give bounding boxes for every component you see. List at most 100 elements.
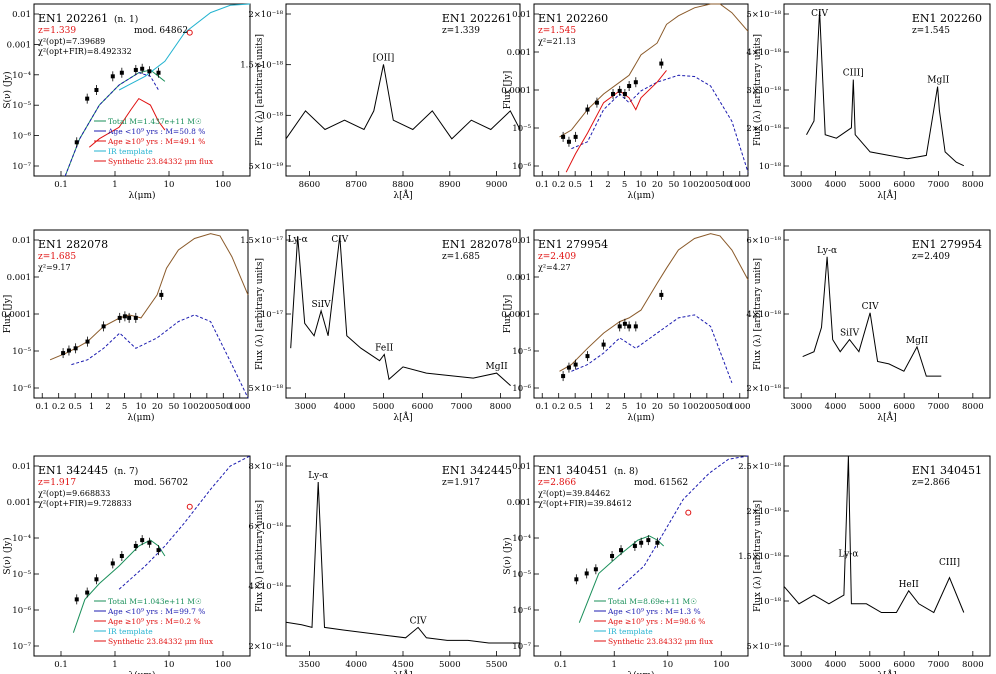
line-label: CIV (331, 235, 348, 245)
x-tick-label: 6000 (893, 180, 915, 190)
y-tick-label: 10⁻⁶ (512, 162, 531, 172)
y-tick-label: 0.001 (7, 498, 31, 508)
legend-entry: Synthetic 23.84332 μm flux (608, 637, 714, 646)
redshift: z=1.685 (442, 252, 480, 262)
model-id: mod. 56702 (134, 478, 188, 488)
chi-square: χ²(opt)=7.39689 (38, 37, 105, 46)
y-tick-label: 3×10⁻¹⁸ (746, 86, 781, 96)
x-tick-label: 100 (215, 180, 231, 190)
object-tag: (n. 1) (114, 14, 138, 25)
synthetic-point (685, 509, 692, 516)
panel-p1: 0.01 0.001 10⁻⁴ 10⁻⁵ 10⁻⁶ 10⁻⁷ 0.1 1 10 100 λ(μm) S… (2, 3, 251, 201)
y-tick-label: 0.01 (12, 236, 31, 246)
x-tick-label: 10 (662, 660, 673, 670)
redshift: z=1.339 (442, 26, 480, 36)
panel-p12: 2.5×10⁻¹⁸ 2×10⁻¹⁸ 1.5×10⁻¹⁸ 10⁻¹⁸ 5×10⁻¹⁹ 300… (738, 455, 991, 674)
chi-square: χ²(opt+FIR)=8.492332 (38, 47, 132, 56)
y-tick-label: 10⁻⁵ (512, 124, 531, 134)
y-tick-label: 0.0001 (1, 310, 31, 320)
x-tick-label: 3000 (790, 402, 812, 412)
y-tick-label: 1.5×10⁻¹⁷ (240, 236, 283, 246)
y-tick-label: 5×10⁻¹⁹ (746, 642, 781, 652)
x-tick-label: 0.2 (552, 402, 566, 412)
y-tick-label: 0.001 (7, 273, 31, 283)
x-tick-label: 0.1 (554, 660, 568, 670)
x-tick-label: 500 (715, 402, 731, 412)
legend-entry: Age <10⁹ yrs : M=50.8 % (107, 127, 205, 136)
x-tick-label: 6000 (893, 402, 915, 412)
redshift: z=1.917 (442, 478, 480, 488)
x-tick-label: 8000 (490, 402, 512, 412)
chi-square: χ²=21.13 (538, 37, 576, 46)
x-tick-label: 20 (652, 180, 663, 190)
x-tick-label: 1 (589, 180, 594, 190)
x-tick-label: 100 (215, 660, 231, 670)
x-tick-label: 2 (605, 402, 610, 412)
x-axis-label: λ(μm) (627, 670, 654, 674)
y-tick-label: 10⁻⁵ (512, 347, 531, 357)
model-id: mod. 61562 (634, 478, 688, 488)
series-line (806, 10, 965, 167)
y-tick-label: 5×10⁻¹⁸ (248, 384, 283, 394)
series-line (285, 481, 520, 644)
series-line (559, 3, 749, 138)
panel-p8: 6×10⁻¹⁸ 4×10⁻¹⁸ 2×10⁻¹⁸ 3000 4000 5000 6000 700… (746, 229, 991, 423)
x-tick-label: 100 (182, 402, 198, 412)
legend-entry: Age <10⁹ yrs : M=1.3 % (607, 607, 701, 616)
object-tag: (n. 8) (614, 466, 638, 477)
redshift: z=1.685 (38, 252, 76, 262)
object-name: EN1 340451 (912, 464, 982, 477)
x-axis-label: λ[Å] (877, 411, 896, 423)
x-tick-label: 10 (164, 180, 175, 190)
line-label: Ly-α (838, 549, 858, 559)
legend-entry: IR template (108, 147, 153, 156)
x-tick-label: 1 (112, 180, 117, 190)
y-tick-label: 1.5×10⁻¹⁸ (738, 552, 781, 562)
object-name: EN1 202260 (912, 12, 982, 25)
line-label: MgII (927, 76, 950, 86)
x-tick-label: 1000 (229, 402, 251, 412)
y-tick-label: 0.01 (12, 462, 31, 472)
series-line (571, 74, 749, 173)
x-tick-label: 5 (622, 402, 627, 412)
x-tick-label: 6000 (893, 660, 915, 670)
x-tick-label: 10 (636, 402, 647, 412)
y-tick-label: 0.001 (507, 48, 531, 58)
legend-entry: Age ≥10⁹ yrs : M=49.1 % (107, 137, 205, 146)
x-tick-label: 4000 (825, 180, 847, 190)
y-axis-label: Flux (λ) [arbitrary units] (752, 258, 763, 370)
series-line (71, 314, 249, 399)
x-tick-label: 0.2 (52, 402, 66, 412)
y-tick-label: 2×10⁻¹⁸ (248, 642, 283, 652)
x-axis-label: λ(μm) (627, 412, 654, 423)
y-tick-label: 10⁻⁶ (12, 606, 31, 616)
legend-entry: Age ≥10⁹ yrs : M=0.2 % (107, 617, 201, 626)
x-tick-label: 8000 (962, 660, 984, 670)
x-tick-label: 7000 (451, 402, 473, 412)
y-axis-label: Flux (λ) [arbitrary units] (254, 500, 265, 612)
x-tick-label: 500 (715, 180, 731, 190)
y-tick-label: 10⁻⁶ (12, 384, 31, 394)
x-tick-label: 9000 (486, 180, 508, 190)
object-name: EN1 342445 (442, 464, 512, 477)
x-tick-label: 1 (612, 660, 617, 670)
y-tick-label: 10⁻¹⁸ (759, 162, 782, 172)
line-label: FeII (375, 343, 394, 353)
series-line (64, 72, 159, 177)
line-label: CIV (410, 616, 427, 626)
y-tick-label: 0.0001 (501, 86, 531, 96)
line-label: CIV (862, 302, 879, 312)
y-tick-label: 10⁻⁷ (12, 642, 31, 652)
chi-square: χ²=9.17 (38, 263, 71, 272)
x-tick-label: 10 (636, 180, 647, 190)
legend-entry: Total M=1.437e+11 M☉ (108, 117, 202, 126)
y-axis-label: Flux [Jy] (503, 295, 513, 334)
y-tick-label: 2.5×10⁻¹⁸ (738, 462, 781, 472)
plot-frame (533, 455, 749, 657)
line-label: Ly-α (817, 246, 837, 256)
x-tick-label: 8800 (392, 180, 414, 190)
series-line (802, 256, 942, 377)
y-tick-label: 10⁻¹⁸ (261, 111, 284, 121)
